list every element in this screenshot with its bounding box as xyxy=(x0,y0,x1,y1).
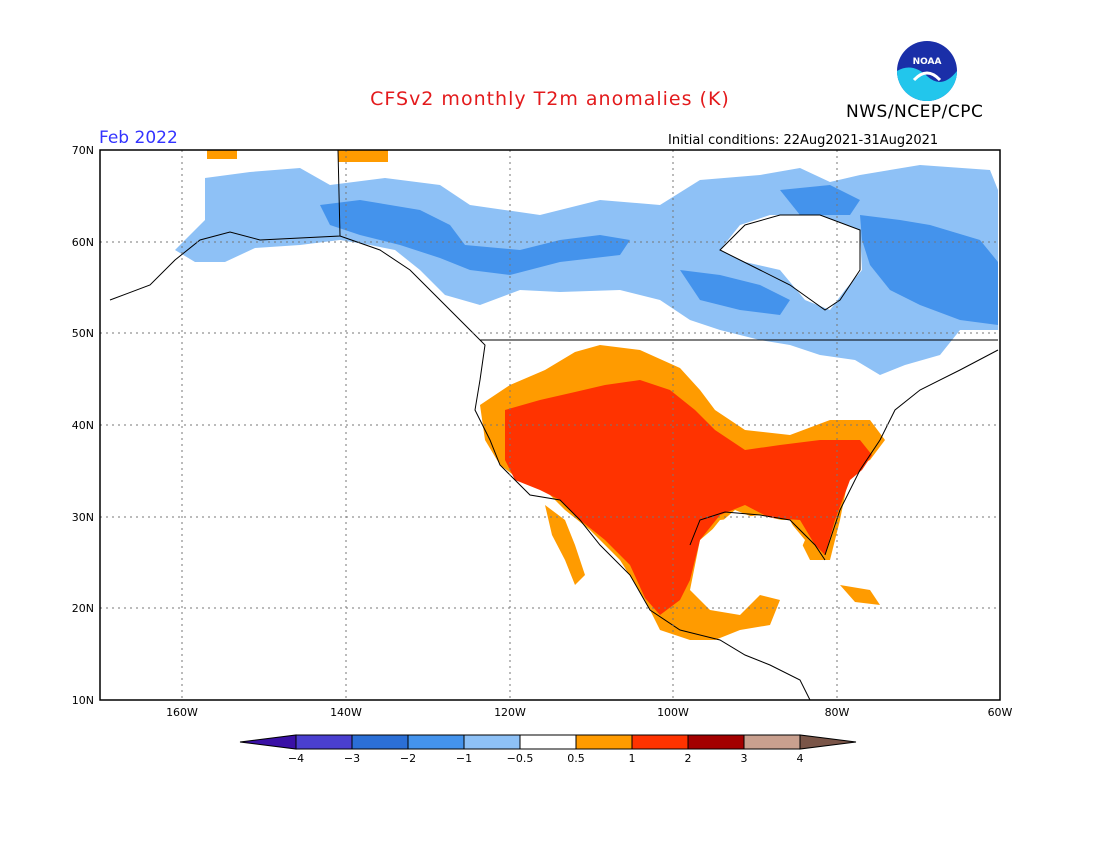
colorbar-swatch xyxy=(295,734,353,750)
colorbar-swatch xyxy=(743,734,801,750)
colorbar-label: 0.5 xyxy=(567,752,585,765)
colorbar-label: 1 xyxy=(629,752,636,765)
lat-axis: 10N 20N 30N 40N 50N 60N 70N xyxy=(72,144,94,707)
colorbar-arrow-low xyxy=(239,734,297,750)
lat-tick: 60N xyxy=(72,236,94,249)
lon-tick: 140W xyxy=(330,706,362,719)
colorbar-label: −3 xyxy=(344,752,360,765)
colorbar-swatch xyxy=(463,734,521,750)
cool-anomaly-core-east xyxy=(860,215,998,325)
colorbar-label: 2 xyxy=(685,752,692,765)
colorbar-swatch xyxy=(519,734,577,750)
greenland-neutral xyxy=(720,215,862,310)
lat-tick: 50N xyxy=(72,327,94,340)
arctic-warm-patch-1 xyxy=(207,150,237,159)
baja-warm xyxy=(545,505,585,585)
arctic-warm-patch-2 xyxy=(338,150,388,162)
initial-conditions-label: Initial conditions: 22Aug2021-31Aug2021 xyxy=(668,133,939,148)
noaa-logo: NOAA xyxy=(896,40,958,102)
map-frame xyxy=(99,149,1001,701)
colorbar-swatch xyxy=(351,734,409,750)
anomaly-shading xyxy=(175,150,998,640)
colorbar-swatch xyxy=(631,734,689,750)
cool-anomaly-core-central xyxy=(680,270,790,315)
colorbar-label: −1 xyxy=(456,752,472,765)
graticule xyxy=(100,150,1000,700)
colorbar-arrow-high xyxy=(799,734,857,750)
colorbar-swatch xyxy=(575,734,633,750)
lon-tick: 80W xyxy=(825,706,850,719)
colorbar-swatch xyxy=(687,734,745,750)
valid-month-label: Feb 2022 xyxy=(99,128,178,148)
colorbar-label: −4 xyxy=(288,752,304,765)
lat-tick: 70N xyxy=(72,144,94,157)
lon-tick: 160W xyxy=(166,706,198,719)
colorbar-swatch xyxy=(407,734,465,750)
colorbar-label: −2 xyxy=(400,752,416,765)
cool-anomaly-core-west xyxy=(320,200,630,275)
lat-tick: 30N xyxy=(72,511,94,524)
chart-title: CFSv2 monthly T2m anomalies (K) xyxy=(370,88,730,110)
colorbar-label: 4 xyxy=(797,752,804,765)
colorbar-label: 3 xyxy=(741,752,748,765)
lon-tick: 100W xyxy=(657,706,689,719)
colorbar: −4 −3 −2 −1 −0.5 0.5 1 2 3 4 xyxy=(239,734,857,765)
cool-anomaly-core-arctic xyxy=(780,185,860,215)
gulf-neutral xyxy=(700,515,805,595)
colorbar-label: −0.5 xyxy=(507,752,534,765)
lon-tick: 120W xyxy=(494,706,526,719)
lon-axis: 160W 140W 120W 100W 80W 60W xyxy=(166,706,1012,719)
agency-label: NWS/NCEP/CPC xyxy=(846,102,984,122)
lat-tick: 40N xyxy=(72,419,94,432)
warm-anomaly-core xyxy=(505,380,872,615)
cuba-warm xyxy=(840,585,880,605)
noaa-logo-text: NOAA xyxy=(912,57,942,67)
lat-tick: 10N xyxy=(72,694,94,707)
lat-tick: 20N xyxy=(72,602,94,615)
lon-tick: 60W xyxy=(988,706,1013,719)
